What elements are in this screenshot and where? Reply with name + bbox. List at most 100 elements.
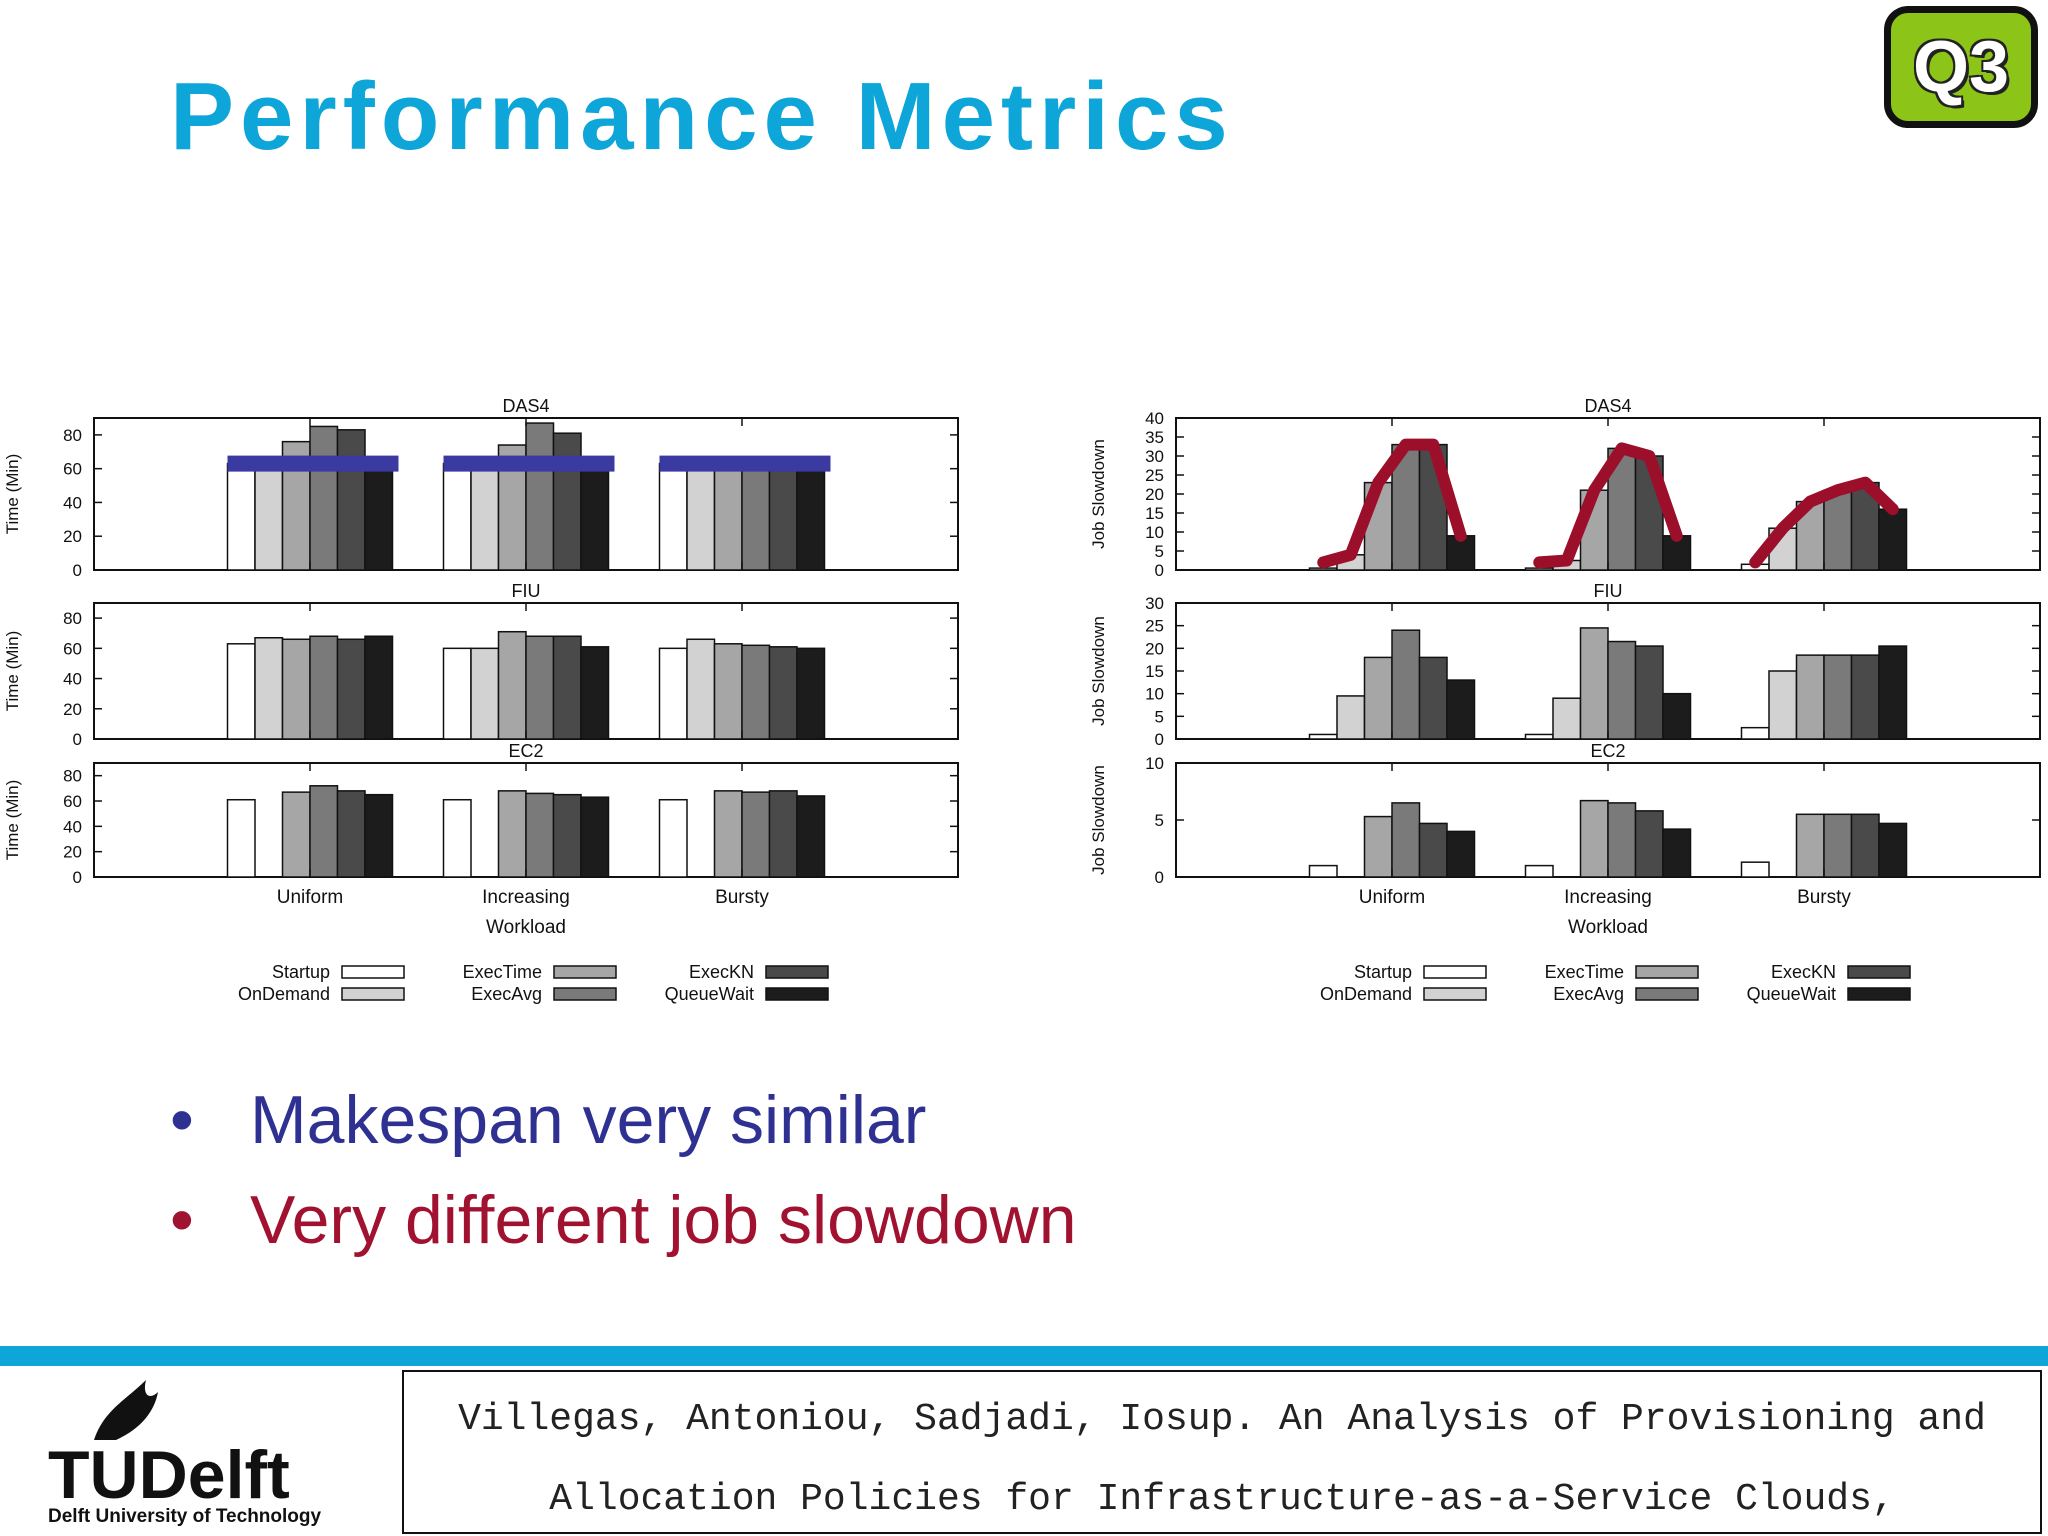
y-tick-label: 30 <box>1145 594 1164 613</box>
y-tick-label: 10 <box>1145 685 1164 704</box>
legend-swatch <box>1847 965 1911 979</box>
y-tick-label: 60 <box>63 460 82 479</box>
y-axis-label: Time (Min) <box>3 454 22 535</box>
y-tick-label: 0 <box>73 868 82 887</box>
bar-execavg <box>741 462 771 571</box>
x-tick-label: Bursty <box>1797 887 1851 908</box>
y-tick-label: 0 <box>73 561 82 580</box>
bar-exectime <box>1795 654 1825 740</box>
legend-swatch <box>1635 965 1699 979</box>
slowdown-trend-stroke <box>1533 442 1683 569</box>
bar-queuewait <box>1878 822 1908 878</box>
bar-startup <box>658 798 688 878</box>
bar-queuewait <box>1446 830 1476 878</box>
bar-execkn <box>336 429 366 571</box>
bar-execavg <box>1823 654 1853 740</box>
bar-exectime <box>497 630 527 740</box>
bullet-text: Makespan very similar <box>250 1082 927 1158</box>
y-tick-label: 20 <box>1145 639 1164 658</box>
bar-execavg <box>309 635 339 740</box>
bar-startup <box>1524 864 1554 878</box>
bar-ondemand <box>470 462 500 571</box>
bar-startup <box>442 798 472 878</box>
bar-exectime <box>1363 656 1393 740</box>
bar-ondemand <box>1336 695 1366 740</box>
y-tick-label: 0 <box>1155 561 1164 580</box>
x-tick-label: Bursty <box>715 887 769 908</box>
bar-exectime <box>713 643 743 740</box>
y-tick-label: 20 <box>63 527 82 546</box>
bar-queuewait <box>580 646 610 740</box>
bar-execkn <box>336 638 366 740</box>
logo-text: TUDelft <box>48 1437 290 1513</box>
legend-label: ExecKN <box>689 962 754 982</box>
bar-queuewait <box>796 647 826 740</box>
bar-queuewait <box>580 462 610 571</box>
tudelft-logo: TUDelft <box>48 1380 290 1513</box>
bar-execkn <box>768 790 798 878</box>
bar-execkn <box>1850 654 1880 740</box>
bar-execkn <box>768 462 798 571</box>
bar-ondemand <box>1768 670 1798 740</box>
bar-execkn <box>552 635 582 740</box>
charts-area: DAS4 Time (Min) 0 20 40 60 80 FIU Time (Min) 0 20 4… <box>3 396 2041 1004</box>
bullet-slowdown: Very different job slowdown <box>170 1170 1077 1270</box>
bar-startup <box>1524 733 1554 740</box>
bar-execavg <box>309 785 339 878</box>
bar-startup <box>226 462 256 571</box>
bar-execkn <box>1850 813 1880 878</box>
legend-swatch <box>553 965 617 979</box>
bar-startup <box>658 462 688 571</box>
bar-execavg <box>741 644 771 740</box>
y-axis-label: Job Slowdown <box>1089 616 1108 726</box>
y-axis-label: Job Slowdown <box>1089 439 1108 549</box>
panel-title: FIU <box>1594 581 1623 601</box>
university-name: Delft University of Technology <box>48 1506 322 1527</box>
slowdown-trend-stroke <box>1317 438 1467 569</box>
bar-execavg <box>525 635 555 740</box>
y-tick-label: 15 <box>1145 504 1164 523</box>
bullet-list: Makespan very similar Very different job… <box>170 1070 1077 1270</box>
legend-label: Startup <box>272 962 330 982</box>
y-tick-label: 60 <box>63 639 82 658</box>
bullet-makespan: Makespan very similar <box>170 1070 1077 1170</box>
legend-swatch <box>553 987 617 1001</box>
makespan-highlight-bar <box>659 455 831 472</box>
bar-ondemand <box>254 637 284 740</box>
bar-queuewait <box>1446 679 1476 740</box>
x-tick-label: Increasing <box>1564 887 1652 908</box>
y-tick-label: 10 <box>1145 523 1164 542</box>
y-tick-label: 40 <box>63 817 82 836</box>
bar-exectime <box>713 462 743 571</box>
y-tick-label: 0 <box>1155 730 1164 749</box>
bar-queuewait <box>364 462 394 571</box>
bar-execavg <box>1391 802 1421 878</box>
legend-swatch <box>1635 987 1699 1001</box>
citation-line-1: Villegas, Antoniou, Sadjadi, Iosup. An A… <box>458 1398 1986 1441</box>
bar-execkn <box>552 432 582 571</box>
legend-label: Startup <box>1354 962 1412 982</box>
bar-execkn <box>1634 810 1664 878</box>
y-axis-label: Time (Min) <box>3 631 22 712</box>
bar-exectime <box>1363 815 1393 878</box>
y-tick-label: 80 <box>63 609 82 628</box>
legend-label: QueueWait <box>1747 984 1836 1004</box>
y-tick-label: 40 <box>63 670 82 689</box>
bar-queuewait <box>796 462 826 571</box>
bar-queuewait <box>1662 692 1692 740</box>
y-tick-label: 35 <box>1145 428 1164 447</box>
y-axis-label: Time (Min) <box>3 780 22 861</box>
x-tick-label: Uniform <box>1359 887 1426 908</box>
bar-execavg <box>1607 802 1637 878</box>
y-tick-label: 5 <box>1155 707 1164 726</box>
legend-label: QueueWait <box>665 984 754 1004</box>
question-badge: Q3 <box>1884 6 2038 128</box>
legend-swatch <box>1423 987 1487 1001</box>
legend-label: ExecTime <box>1545 962 1624 982</box>
bar-exectime <box>281 638 311 740</box>
panel-title: DAS4 <box>1584 396 1631 416</box>
legend-label: ExecTime <box>463 962 542 982</box>
flame-icon <box>94 1380 158 1440</box>
bar-execkn <box>1634 645 1664 740</box>
bar-exectime <box>1579 799 1609 878</box>
